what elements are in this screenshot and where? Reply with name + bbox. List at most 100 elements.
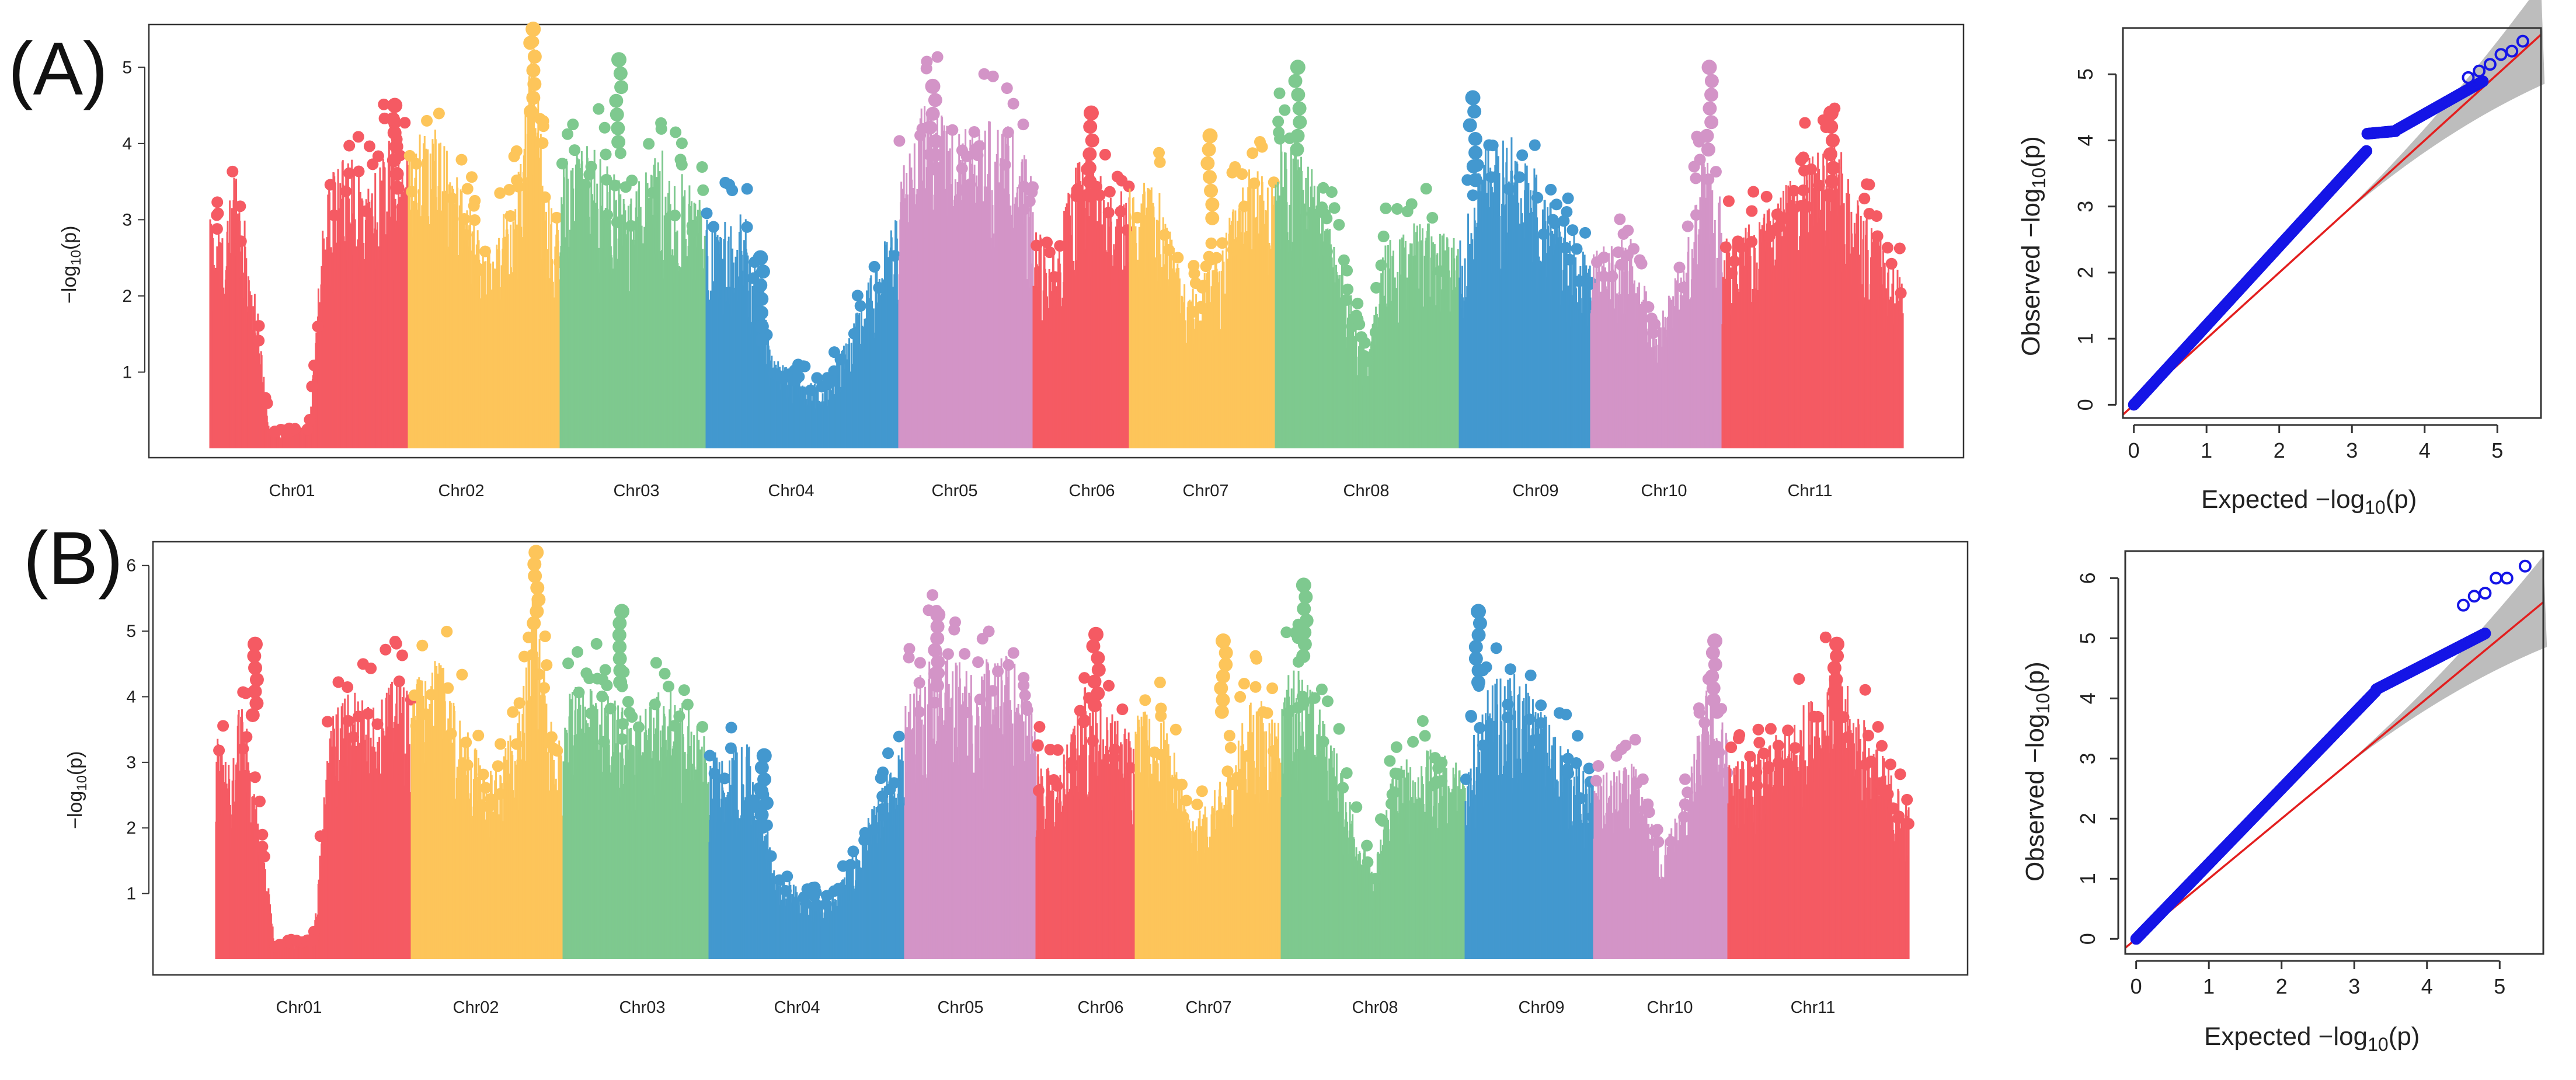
- snp-peak-stack: [1463, 118, 1477, 133]
- snp-point: [1205, 253, 1217, 266]
- snp-point: [1154, 156, 1166, 168]
- snp-point: [269, 426, 281, 438]
- snp-point: [579, 179, 591, 191]
- snp-peak-stack: [612, 616, 627, 630]
- snp-point: [421, 114, 433, 127]
- snp-point: [697, 184, 709, 196]
- snp-point: [1537, 228, 1550, 241]
- snp-point: [573, 687, 585, 699]
- snp-point: [676, 137, 688, 149]
- snp-point: [1001, 82, 1013, 95]
- snp-point: [259, 392, 271, 404]
- chromosome-points-chr11: [1719, 102, 1907, 448]
- chromosome-points-chr01: [209, 97, 411, 448]
- snp-peak-stack: [1825, 175, 1839, 189]
- chromosome-points-chr07: [1129, 128, 1280, 448]
- snp-peak-stack: [1205, 197, 1220, 212]
- snp-point: [363, 140, 375, 152]
- snp-peak-stack: [387, 126, 402, 140]
- snp-point: [600, 173, 612, 186]
- snp-point: [1102, 207, 1115, 219]
- snp-point: [686, 220, 698, 232]
- snp-point: [371, 718, 384, 730]
- snp-point: [659, 667, 671, 680]
- ytick-label: 4: [122, 134, 132, 154]
- snp-peak-stack: [612, 628, 626, 642]
- snp-peak-stack: [1082, 147, 1097, 162]
- snp-point: [1319, 208, 1331, 220]
- snp-point: [1703, 173, 1715, 186]
- snp-point: [485, 793, 497, 805]
- snp-point: [393, 675, 405, 688]
- snp-point: [1722, 195, 1735, 207]
- snp-point: [492, 760, 504, 772]
- snp-point: [787, 374, 799, 386]
- snp-point: [406, 186, 418, 198]
- snp-peak-stack: [613, 66, 628, 81]
- snp-peak-stack: [1202, 142, 1216, 157]
- snp-point: [378, 98, 390, 110]
- snp-point: [290, 935, 302, 947]
- snp-point: [596, 690, 608, 702]
- snp-point: [1885, 257, 1898, 270]
- snp-point: [420, 708, 432, 720]
- snp-point: [396, 201, 408, 213]
- snp-point: [1236, 168, 1248, 180]
- snp-point: [1256, 141, 1268, 153]
- snp-peak-stack: [524, 104, 538, 119]
- snp-peak-stack: [1826, 161, 1840, 175]
- snp-point: [1375, 259, 1387, 271]
- snp-point: [590, 637, 603, 650]
- snp-point: [507, 706, 519, 718]
- snp-peak-stack: [1467, 104, 1482, 119]
- snp-peak-stack: [1200, 156, 1215, 170]
- snp-point: [537, 137, 549, 149]
- snp-peak-stack: [754, 319, 769, 334]
- snp-point: [655, 123, 667, 135]
- snp-point: [256, 828, 269, 841]
- snp-peak-stack: [1082, 161, 1096, 175]
- snp-point: [741, 221, 753, 233]
- snp-point: [556, 158, 568, 170]
- snp-point: [234, 200, 246, 212]
- snp-point: [274, 939, 286, 951]
- snp-point: [1871, 230, 1884, 242]
- snp-point: [494, 187, 506, 199]
- snp-point: [504, 210, 517, 222]
- snp-point: [604, 702, 617, 715]
- snp-point: [347, 731, 359, 743]
- snp-point: [668, 720, 680, 732]
- snp-point: [562, 128, 574, 140]
- chromosome-points-chr04: [704, 722, 906, 959]
- snp-peak-stack: [928, 148, 942, 162]
- snp-point: [585, 708, 597, 720]
- snp-point: [399, 117, 411, 129]
- snp-point: [569, 144, 581, 156]
- snp-point: [708, 221, 720, 233]
- snp-peak-stack: [1290, 142, 1304, 157]
- manhattan-a-frame: [148, 23, 1965, 459]
- snp-point: [1391, 203, 1403, 215]
- snp-point: [1861, 178, 1873, 190]
- chromosome-label: Chr01: [269, 482, 315, 500]
- snp-point: [217, 720, 229, 732]
- snp-peak-stack: [1704, 74, 1719, 88]
- snp-point: [477, 768, 489, 781]
- snp-point: [468, 200, 480, 212]
- chromosome-points-chr03: [562, 604, 710, 959]
- snp-point: [380, 643, 392, 656]
- snp-point: [308, 359, 321, 371]
- snp-peak-stack: [247, 649, 262, 663]
- ytick-label: 2: [122, 287, 132, 306]
- snp-point: [1563, 253, 1575, 266]
- snp-peak-stack: [1701, 142, 1715, 157]
- snp-point: [828, 365, 840, 377]
- snp-point: [472, 729, 485, 741]
- snp-peak-stack: [611, 121, 625, 135]
- snp-point: [1018, 204, 1030, 216]
- snp-point: [893, 135, 906, 147]
- snp-point: [1153, 147, 1165, 159]
- snp-peak-stack: [1082, 175, 1097, 189]
- snp-point: [1380, 202, 1392, 214]
- snp-point: [306, 934, 318, 946]
